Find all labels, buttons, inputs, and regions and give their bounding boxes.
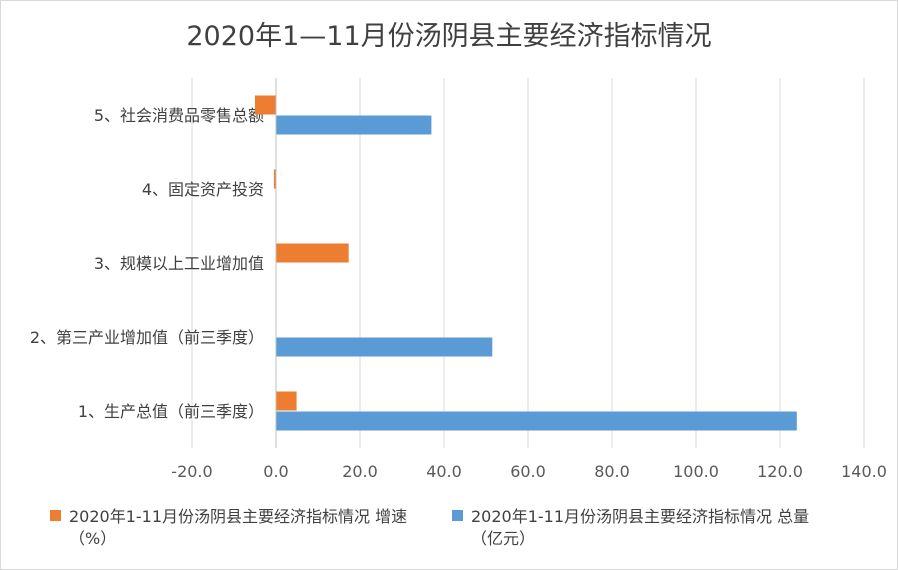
x-tick-label: -20.0 <box>171 462 212 481</box>
bar-total <box>276 115 432 135</box>
x-tick-label: 100.0 <box>673 462 719 481</box>
legend-item-growth: 2020年1-11月份汤阴县主要经济指标情况 增速 （%） <box>50 506 407 550</box>
chart-title: 2020年1—11月份汤阴县主要经济指标情况 <box>186 21 712 52</box>
bar-growth <box>276 391 297 411</box>
x-tick-label: 0.0 <box>263 462 288 481</box>
x-tick-label: 120.0 <box>757 462 803 481</box>
category-label: 3、规模以上工业增加值 <box>94 254 264 273</box>
bar-total <box>276 337 493 357</box>
legend-label-total: 2020年1-11月份汤阴县主要经济指标情况 总量 （亿元） <box>471 507 810 548</box>
category-label: 2、第三产业增加值（前三季度） <box>30 328 264 347</box>
x-tick-label: 80.0 <box>594 462 630 481</box>
legend-swatch-growth <box>50 510 61 521</box>
legend-swatch-total <box>452 510 463 521</box>
bar-growth <box>255 95 276 115</box>
legend-item-total: 2020年1-11月份汤阴县主要经济指标情况 总量 （亿元） <box>452 506 809 550</box>
bar-growth <box>276 243 349 263</box>
category-label: 5、社会消费品零售总额 <box>94 106 264 125</box>
x-tick-label: 20.0 <box>342 462 378 481</box>
category-label: 1、生产总值（前三季度） <box>78 402 264 421</box>
bar-growth <box>273 169 276 189</box>
x-tick-label: 140.0 <box>841 462 887 481</box>
category-label: 4、固定资产投资 <box>142 180 264 199</box>
x-tick-label: 60.0 <box>510 462 546 481</box>
bar-total <box>276 411 797 431</box>
legend-label-growth: 2020年1-11月份汤阴县主要经济指标情况 增速 （%） <box>69 507 408 548</box>
x-tick-label: 40.0 <box>426 462 462 481</box>
